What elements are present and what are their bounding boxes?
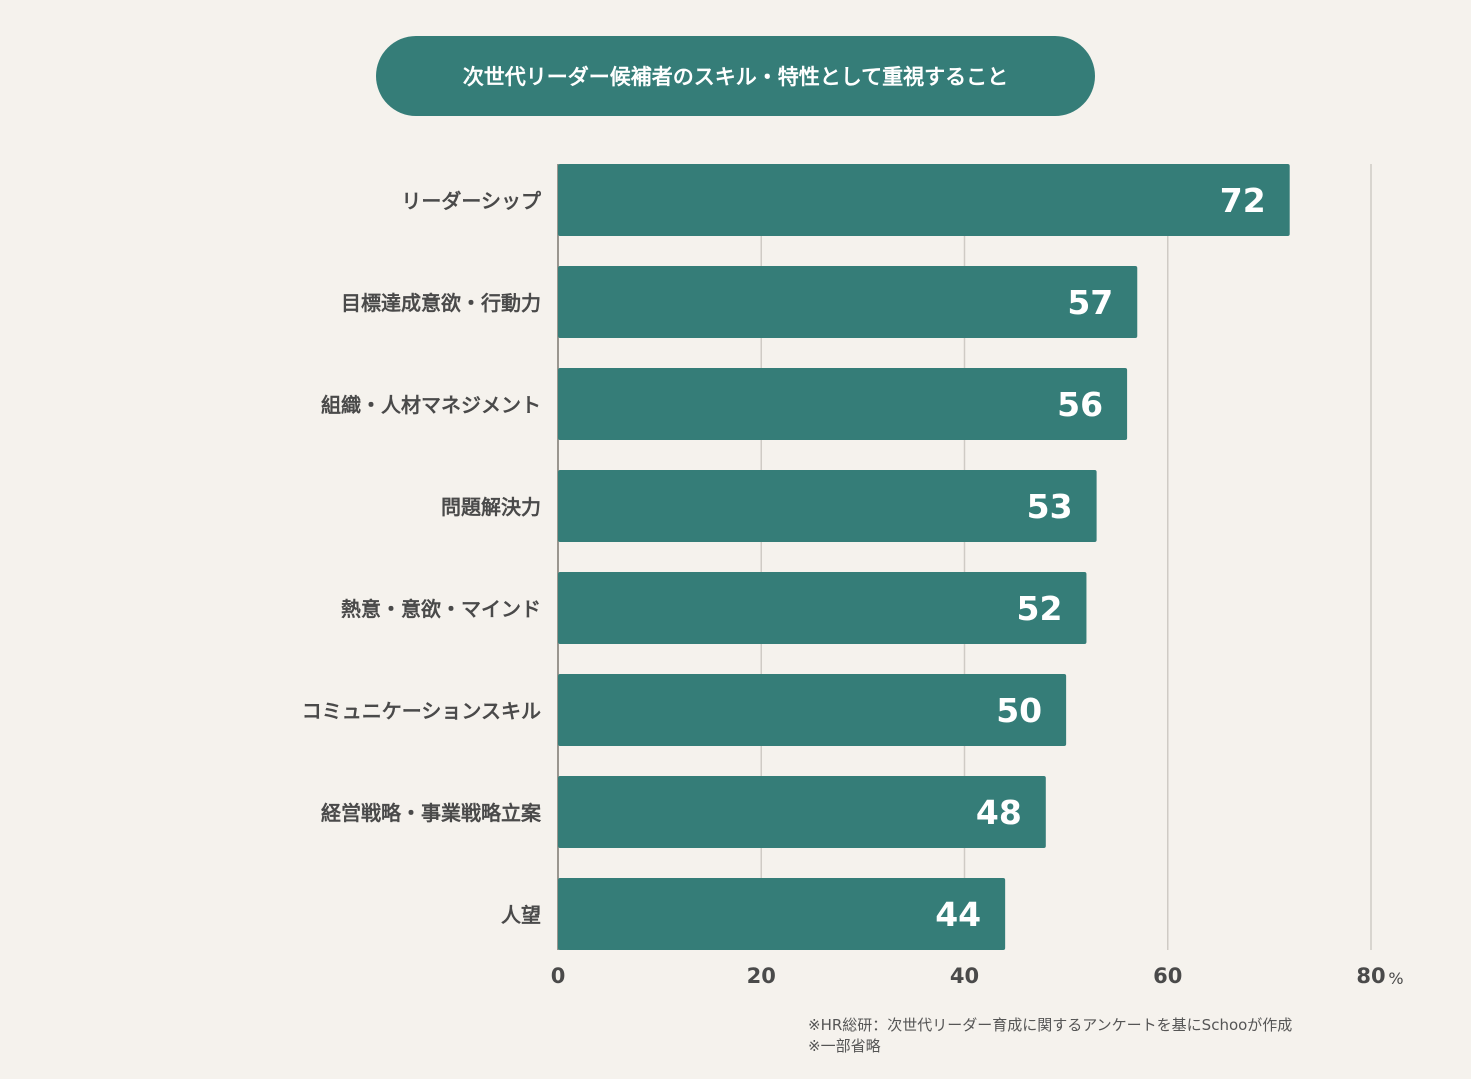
x-tick-label: 20: [747, 964, 776, 988]
category-label: 人望: [501, 903, 541, 927]
bar-value-label: 48: [976, 793, 1022, 832]
x-unit-label: %: [1388, 969, 1403, 988]
bar: [558, 776, 1046, 848]
bar-value-label: 56: [1057, 385, 1103, 424]
x-tick-label: 80: [1356, 964, 1385, 988]
bar: [558, 164, 1290, 236]
bar-value-label: 53: [1027, 487, 1073, 526]
x-tick-label: 60: [1153, 964, 1182, 988]
bar-value-label: 57: [1067, 283, 1113, 322]
bar: [558, 266, 1138, 338]
category-label: 組織・人材マネジメント: [321, 393, 541, 417]
bar: [558, 674, 1067, 746]
x-tick-label: 40: [950, 964, 979, 988]
bar-value-label: 72: [1220, 181, 1266, 220]
category-label: コミュニケーションスキル: [302, 699, 541, 723]
bar: [558, 878, 1006, 950]
category-label: 目標達成意欲・行動力: [341, 291, 541, 315]
bar-value-label: 52: [1017, 589, 1063, 628]
bar: [558, 368, 1128, 440]
omission-note: ※一部省略: [808, 1037, 881, 1055]
x-tick-label: 0: [551, 964, 566, 988]
bar: [558, 572, 1087, 644]
source-note: ※HR総研：次世代リーダー育成に関するアンケートを基にSchooが作成: [808, 1016, 1293, 1034]
chart-title: 次世代リーダー候補者のスキル・特性として重視すること: [376, 36, 1095, 116]
category-label: 問題解決力: [441, 495, 541, 519]
bar-value-label: 44: [935, 895, 981, 934]
source-notes: ※HR総研：次世代リーダー育成に関するアンケートを基にSchooが作成 ※一部省…: [808, 1015, 1292, 1057]
category-label: 熱意・意欲・マインド: [341, 597, 541, 621]
category-label: 経営戦略・事業戦略立案: [321, 801, 542, 825]
bar: [558, 470, 1097, 542]
category-label: リーダーシップ: [401, 189, 542, 213]
bar-value-label: 50: [996, 691, 1042, 730]
